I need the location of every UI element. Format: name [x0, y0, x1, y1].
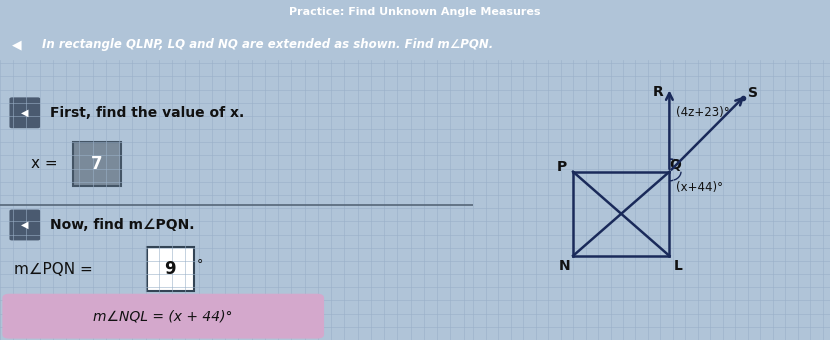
- Text: Practice: Find Unknown Angle Measures: Practice: Find Unknown Angle Measures: [289, 7, 541, 17]
- FancyBboxPatch shape: [9, 209, 40, 240]
- FancyBboxPatch shape: [73, 142, 120, 186]
- Text: Now, find m∠PQN.: Now, find m∠PQN.: [50, 218, 194, 232]
- Text: S: S: [749, 86, 759, 100]
- Text: ◀: ◀: [12, 38, 22, 51]
- Text: ◀: ◀: [21, 220, 28, 230]
- Text: ◀: ◀: [21, 108, 28, 118]
- Text: P: P: [557, 160, 568, 174]
- FancyBboxPatch shape: [147, 248, 194, 291]
- Text: (x+44)°: (x+44)°: [676, 181, 723, 193]
- Text: 9: 9: [164, 260, 176, 278]
- Text: m∠PQN =: m∠PQN =: [14, 262, 93, 277]
- Text: Q: Q: [669, 158, 681, 172]
- Text: First, find the value of x.: First, find the value of x.: [50, 106, 244, 120]
- Text: R: R: [652, 85, 663, 99]
- Text: N: N: [559, 259, 570, 273]
- Text: L: L: [674, 259, 683, 273]
- Text: In rectangle QLNP, LQ and NQ are extended as shown. Find m∠PQN.: In rectangle QLNP, LQ and NQ are extende…: [42, 38, 493, 51]
- FancyBboxPatch shape: [9, 97, 40, 128]
- Text: (4z+23)°: (4z+23)°: [676, 106, 730, 119]
- Text: m∠NQL = (x + 44)°: m∠NQL = (x + 44)°: [94, 309, 233, 323]
- Text: °: °: [197, 258, 203, 271]
- Text: 7: 7: [91, 155, 103, 173]
- FancyBboxPatch shape: [2, 294, 324, 339]
- Text: x =: x =: [31, 156, 57, 171]
